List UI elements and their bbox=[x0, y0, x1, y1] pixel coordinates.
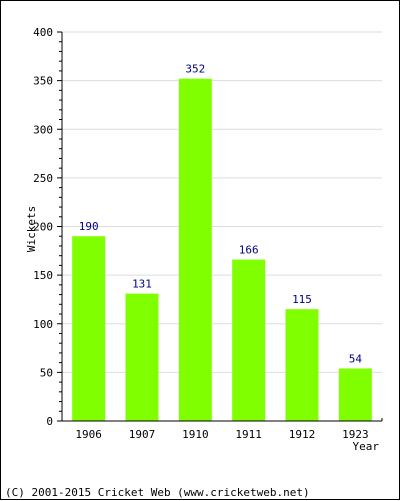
data-label: 352 bbox=[185, 63, 205, 76]
axes bbox=[57, 31, 383, 422]
y-tick-label: 50 bbox=[40, 366, 53, 379]
x-tick-label: 1910 bbox=[182, 428, 209, 441]
bar bbox=[72, 236, 106, 421]
y-tick-label: 250 bbox=[33, 172, 53, 185]
x-tick-label: 1906 bbox=[75, 428, 102, 441]
bars bbox=[72, 78, 372, 422]
x-axis-label: Year bbox=[353, 440, 380, 453]
data-label: 131 bbox=[132, 278, 152, 291]
y-axis-label: Wickets bbox=[25, 206, 38, 252]
y-tick-label: 300 bbox=[33, 123, 53, 136]
x-tick-label: 1923 bbox=[342, 428, 369, 441]
y-tick-label: 100 bbox=[33, 318, 53, 331]
bar bbox=[232, 259, 266, 421]
data-label: 190 bbox=[79, 220, 99, 233]
x-tick-label: 1907 bbox=[129, 428, 156, 441]
bar bbox=[285, 309, 319, 421]
y-tick-label: 200 bbox=[33, 221, 53, 234]
bar bbox=[125, 293, 159, 421]
gridlines bbox=[62, 31, 382, 373]
x-tick-label: 1912 bbox=[289, 428, 316, 441]
y-tick-label: 350 bbox=[33, 75, 53, 88]
bar bbox=[178, 78, 212, 422]
data-label: 166 bbox=[239, 244, 259, 257]
data-label: 54 bbox=[349, 352, 363, 365]
copyright-footer: (C) 2001-2015 Cricket Web (www.cricketwe… bbox=[5, 486, 310, 499]
x-tick-label: 1911 bbox=[235, 428, 262, 441]
y-tick-label: 0 bbox=[46, 415, 53, 428]
y-tick-label: 400 bbox=[33, 26, 53, 39]
data-label: 115 bbox=[292, 293, 312, 306]
labels: 0 50 100 150 200 250 300 350 400 190 1906 131 1907 35… bbox=[33, 26, 368, 441]
bar bbox=[338, 368, 372, 421]
y-tick-label: 150 bbox=[33, 269, 53, 282]
